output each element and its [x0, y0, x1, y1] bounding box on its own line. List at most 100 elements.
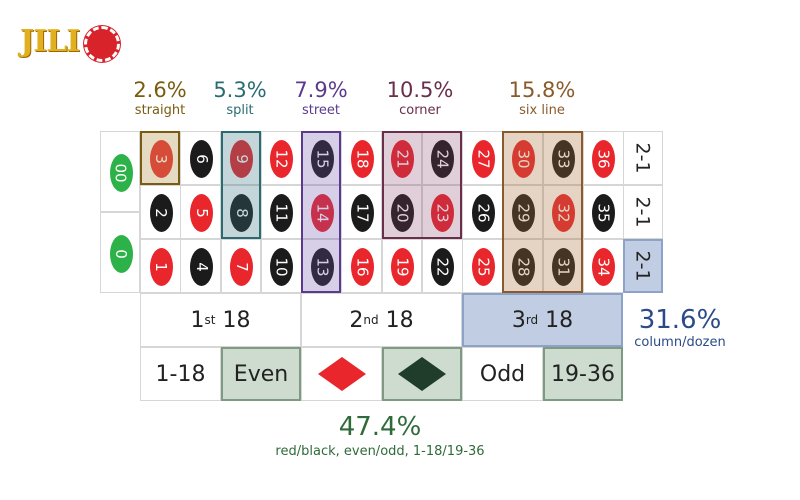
- dozen-3-num: 3: [511, 307, 526, 333]
- number-cell[interactable]: 33: [542, 131, 584, 185]
- number-cell[interactable]: 17: [341, 185, 382, 239]
- number-cell[interactable]: 16: [341, 239, 382, 293]
- number-chip: 5: [189, 194, 213, 232]
- number-cell[interactable]: 14: [301, 185, 342, 239]
- number-cell[interactable]: 19: [381, 239, 423, 293]
- number-cell[interactable]: 7: [220, 239, 262, 293]
- column-bet-label: 2-1: [631, 196, 654, 228]
- number-cell[interactable]: 10: [260, 239, 302, 293]
- number-cell[interactable]: 5: [180, 185, 221, 239]
- number-cell[interactable]: 30: [502, 131, 543, 185]
- straight-name: straight: [134, 103, 186, 118]
- dozen-1-num: 1: [190, 307, 205, 333]
- column-dozen-pct: 31.6%: [638, 305, 722, 335]
- number-cell[interactable]: 23: [421, 185, 463, 239]
- number-cell[interactable]: 12: [260, 131, 302, 185]
- number-chip: 10: [270, 248, 294, 286]
- column-dozen-name: column/dozen: [634, 335, 726, 350]
- number-cell[interactable]: 27: [462, 131, 503, 185]
- corner-bet-label: 10.5% corner: [370, 78, 470, 120]
- number-chip: 4: [189, 248, 213, 286]
- straight-bet-label: 2.6% straight: [110, 78, 210, 120]
- split-bet-label: 5.3% split: [190, 78, 290, 120]
- street-highlight: [301, 131, 342, 293]
- number-chip: 8: [230, 194, 254, 232]
- number-cell[interactable]: 31: [542, 239, 584, 293]
- number-cell[interactable]: 21: [381, 131, 423, 185]
- number-cell[interactable]: 6: [180, 131, 221, 185]
- zero-cell[interactable]: 00: [100, 131, 140, 212]
- number-chip: 34: [592, 248, 616, 286]
- number-label: 17: [353, 203, 372, 223]
- number-label: 19: [393, 257, 412, 277]
- black-bet[interactable]: [382, 347, 462, 401]
- number-label: 10: [272, 257, 291, 277]
- column-bet-cell[interactable]: 2-1: [623, 185, 663, 239]
- number-cell[interactable]: 26: [462, 185, 503, 239]
- number-label: 22: [433, 257, 452, 277]
- number-cell[interactable]: 4: [180, 239, 221, 293]
- number-label: 11: [272, 203, 291, 223]
- number-label: 35: [594, 203, 613, 223]
- odd-label: Odd: [479, 361, 526, 387]
- street-bet-label: 7.9% street: [271, 78, 371, 120]
- six-line-highlight: [502, 131, 583, 293]
- dozen-3-sup: rd: [525, 313, 539, 327]
- casino-chip-icon: [84, 26, 120, 62]
- number-cell[interactable]: 9: [220, 131, 262, 185]
- column-bet-cell[interactable]: 2-1: [623, 239, 663, 293]
- number-label: 36: [594, 149, 613, 169]
- number-chip: 14: [310, 194, 334, 232]
- even-bet[interactable]: Even: [221, 347, 301, 401]
- split-pct: 5.3%: [213, 78, 267, 102]
- number-cell[interactable]: 29: [502, 185, 543, 239]
- number-cell[interactable]: 13: [301, 239, 342, 293]
- number-chip: 23: [431, 194, 455, 232]
- split-name: split: [226, 103, 254, 118]
- number-chip: 7: [230, 248, 254, 286]
- number-cell[interactable]: 2: [140, 185, 181, 239]
- number-chip: 16: [350, 248, 374, 286]
- number-chip: 2: [149, 194, 173, 232]
- zero-cell[interactable]: 0: [100, 212, 140, 293]
- number-cell[interactable]: 35: [582, 185, 624, 239]
- number-cell[interactable]: 20: [381, 185, 423, 239]
- number-cell[interactable]: 1: [140, 239, 181, 293]
- number-cell[interactable]: 25: [462, 239, 503, 293]
- even-money-name: red/black, even/odd, 1-18/19-36: [275, 444, 485, 459]
- low-1-18-bet[interactable]: 1-18: [140, 347, 221, 401]
- number-chip: 31: [552, 248, 576, 286]
- number-cell[interactable]: 11: [260, 185, 302, 239]
- number-label: 2: [152, 208, 171, 218]
- dozen-2-sup: nd: [363, 313, 379, 327]
- logo-text: JILI: [20, 24, 80, 59]
- even-money-pct: 47.4%: [338, 412, 422, 442]
- six-line-pct: 15.8%: [508, 78, 576, 102]
- high-19-36-bet[interactable]: 19-36: [543, 347, 623, 401]
- number-cell[interactable]: 18: [341, 131, 382, 185]
- number-cell[interactable]: 36: [582, 131, 624, 185]
- number-cell[interactable]: 34: [582, 239, 624, 293]
- number-label: 25: [474, 257, 493, 277]
- number-label: 34: [594, 257, 613, 277]
- number-chip: 22: [431, 248, 455, 286]
- number-chip: 36: [592, 140, 616, 178]
- number-chip: 0: [109, 234, 133, 273]
- even-money-label: 47.4% red/black, even/odd, 1-18/19-36: [240, 412, 520, 462]
- number-label: 00: [112, 162, 130, 183]
- red-bet[interactable]: [301, 347, 382, 401]
- number-chip: 35: [592, 194, 616, 232]
- number-cell[interactable]: 22: [421, 239, 463, 293]
- number-chip: 27: [471, 140, 495, 178]
- odd-bet[interactable]: Odd: [462, 347, 543, 401]
- six-line-bet-label: 15.8% six line: [492, 78, 592, 120]
- corner-pct: 10.5%: [386, 78, 454, 102]
- number-cell[interactable]: 32: [542, 185, 584, 239]
- number-cell[interactable]: 24: [421, 131, 463, 185]
- column-bet-cell[interactable]: 2-1: [623, 131, 663, 185]
- number-chip: 30: [511, 140, 535, 178]
- dozen-1-suffix: 18: [222, 307, 251, 333]
